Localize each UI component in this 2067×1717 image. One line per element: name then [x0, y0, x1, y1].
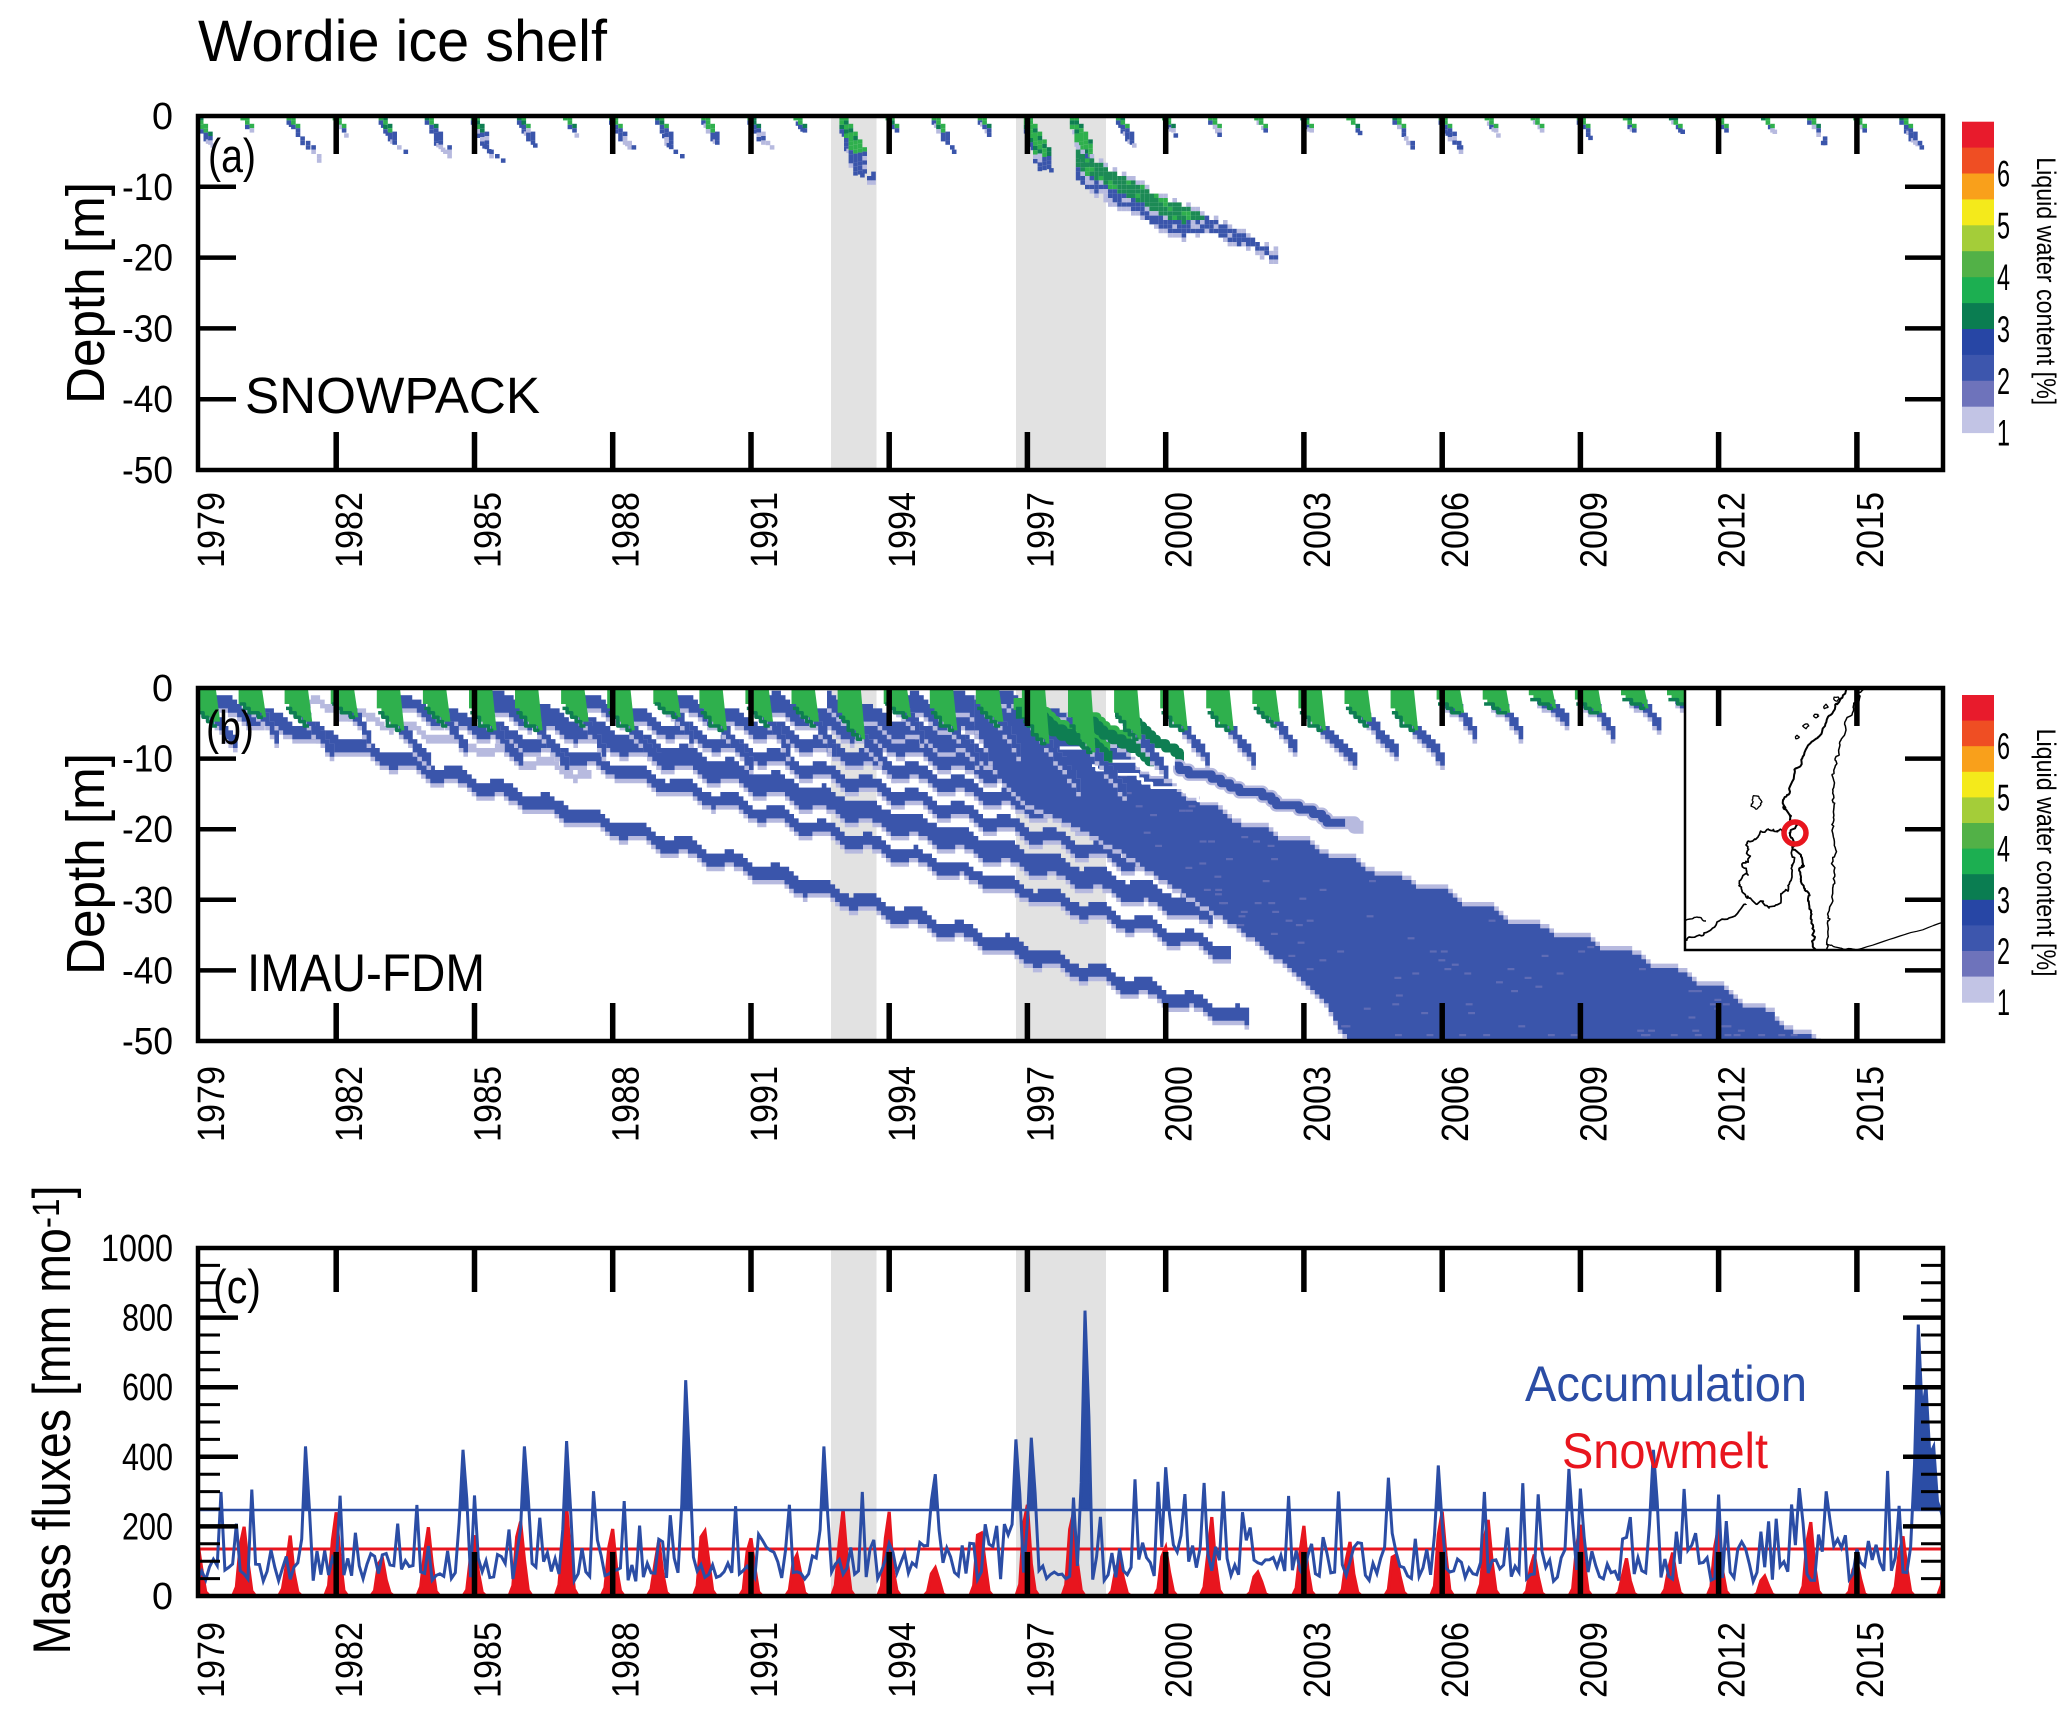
- svg-text:6: 6: [1997, 726, 2010, 767]
- svg-text:1985: 1985: [468, 1622, 510, 1698]
- svg-text:2009: 2009: [1573, 1622, 1615, 1698]
- svg-text:0: 0: [152, 668, 173, 710]
- svg-text:(a): (a): [208, 129, 256, 182]
- svg-text:Mass fluxes [mm mo-1]: Mass fluxes [mm mo-1]: [23, 1186, 82, 1655]
- svg-text:3: 3: [1997, 880, 2010, 921]
- svg-text:Liquid water content [%]: Liquid water content [%]: [2031, 157, 2061, 405]
- svg-text:1994: 1994: [882, 1066, 924, 1142]
- svg-text:1988: 1988: [606, 1066, 648, 1142]
- svg-text:IMAU-FDM: IMAU-FDM: [247, 944, 485, 1003]
- svg-text:2015: 2015: [1850, 492, 1892, 568]
- svg-text:2000: 2000: [1159, 1622, 1201, 1698]
- svg-text:1000: 1000: [101, 1228, 173, 1270]
- svg-text:6: 6: [1997, 154, 2010, 195]
- svg-text:-50: -50: [122, 1021, 173, 1063]
- svg-text:4: 4: [1997, 829, 2010, 870]
- svg-text:1994: 1994: [882, 1622, 924, 1698]
- svg-text:1991: 1991: [744, 492, 786, 568]
- svg-text:1979: 1979: [191, 1066, 233, 1142]
- svg-text:2015: 2015: [1850, 1622, 1892, 1698]
- svg-text:400: 400: [122, 1437, 173, 1479]
- svg-text:2000: 2000: [1159, 492, 1201, 568]
- svg-text:2006: 2006: [1435, 1066, 1477, 1142]
- svg-text:-20: -20: [122, 809, 173, 851]
- svg-text:200: 200: [122, 1506, 173, 1548]
- svg-text:2006: 2006: [1435, 1622, 1477, 1698]
- svg-text:2009: 2009: [1573, 492, 1615, 568]
- svg-text:1982: 1982: [329, 492, 371, 568]
- svg-text:Accumulation: Accumulation: [1525, 1356, 1807, 1412]
- svg-text:1991: 1991: [744, 1066, 786, 1142]
- svg-text:5: 5: [1997, 205, 2010, 246]
- svg-text:2012: 2012: [1712, 492, 1754, 568]
- svg-text:1979: 1979: [191, 492, 233, 568]
- svg-text:2003: 2003: [1297, 1622, 1339, 1698]
- svg-text:1997: 1997: [1020, 1622, 1062, 1698]
- svg-text:2015: 2015: [1850, 1066, 1892, 1142]
- svg-text:2: 2: [1997, 361, 2010, 402]
- svg-text:-10: -10: [122, 739, 173, 781]
- svg-text:2012: 2012: [1712, 1066, 1754, 1142]
- svg-text:4: 4: [1997, 257, 2010, 298]
- svg-text:0: 0: [152, 96, 173, 138]
- svg-text:Snowmelt: Snowmelt: [1562, 1423, 1768, 1479]
- svg-text:5: 5: [1997, 777, 2010, 818]
- svg-text:(c): (c): [213, 1260, 261, 1313]
- svg-text:1994: 1994: [882, 492, 924, 568]
- svg-text:-10: -10: [122, 167, 173, 209]
- svg-text:800: 800: [122, 1298, 173, 1340]
- svg-text:SNOWPACK: SNOWPACK: [245, 367, 540, 424]
- svg-text:-30: -30: [122, 880, 173, 922]
- svg-text:Liquid water content [%]: Liquid water content [%]: [2031, 729, 2061, 977]
- svg-text:0: 0: [152, 1576, 173, 1618]
- svg-text:1988: 1988: [606, 492, 648, 568]
- svg-text:2006: 2006: [1435, 492, 1477, 568]
- svg-text:(b): (b): [206, 701, 254, 754]
- svg-text:2009: 2009: [1573, 1066, 1615, 1142]
- svg-text:2: 2: [1997, 931, 2010, 972]
- svg-text:2012: 2012: [1712, 1622, 1754, 1698]
- svg-text:1988: 1988: [606, 1622, 648, 1698]
- svg-text:-20: -20: [122, 238, 173, 280]
- svg-text:1997: 1997: [1020, 492, 1062, 568]
- svg-text:1979: 1979: [191, 1622, 233, 1698]
- svg-text:1: 1: [1997, 413, 2010, 454]
- svg-text:2003: 2003: [1297, 492, 1339, 568]
- svg-text:600: 600: [122, 1367, 173, 1409]
- svg-text:Depth [m]: Depth [m]: [56, 753, 116, 975]
- svg-text:1982: 1982: [329, 1066, 371, 1142]
- svg-text:2003: 2003: [1297, 1066, 1339, 1142]
- svg-text:Depth [m]: Depth [m]: [56, 182, 116, 404]
- svg-text:-50: -50: [122, 450, 173, 492]
- svg-text:Wordie ice shelf: Wordie ice shelf: [198, 9, 608, 74]
- svg-text:1997: 1997: [1020, 1066, 1062, 1142]
- svg-text:3: 3: [1997, 309, 2010, 350]
- svg-text:-40: -40: [122, 379, 173, 421]
- svg-text:1982: 1982: [329, 1622, 371, 1698]
- svg-text:-30: -30: [122, 308, 173, 350]
- svg-text:1985: 1985: [468, 492, 510, 568]
- svg-text:-40: -40: [122, 950, 173, 992]
- svg-text:1991: 1991: [744, 1622, 786, 1698]
- svg-text:1: 1: [1997, 982, 2010, 1023]
- svg-text:1985: 1985: [468, 1066, 510, 1142]
- svg-text:2000: 2000: [1159, 1066, 1201, 1142]
